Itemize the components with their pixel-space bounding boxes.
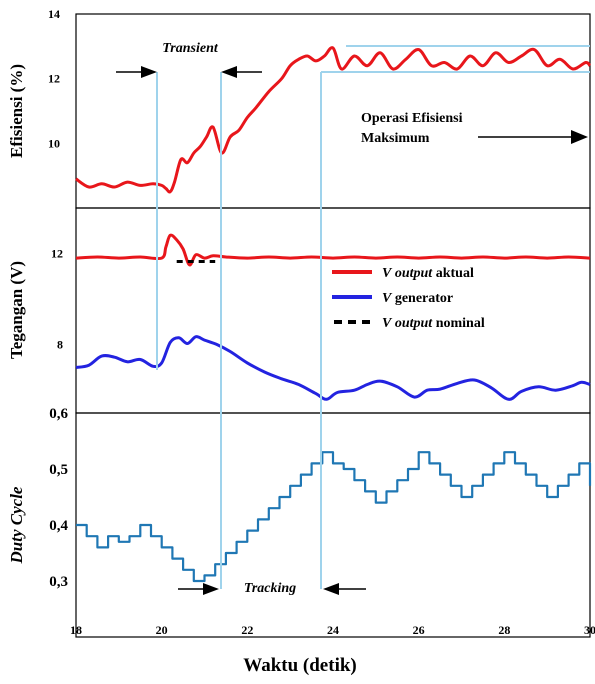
ytick-duty: 0,3 [49,574,68,590]
ytick-duty: 0,6 [49,406,68,422]
arrowhead-transient-right [221,66,237,78]
ytick-efisiensi: 12 [48,72,60,86]
marker-lines [156,45,590,589]
arrowhead-tracking-right [323,583,339,595]
xtick: 18 [70,623,82,637]
duty-cycle-series [76,451,592,583]
legend: V output aktual V generator V output nom… [332,266,485,331]
xtick: 28 [498,623,510,637]
series-line-1-1 [75,335,591,401]
ytick-duty: 0,4 [49,518,68,534]
series-line-1-0 [75,233,591,267]
xtick: 24 [327,623,339,637]
ylabel-tegangan: Tegangan (V) [7,261,26,359]
tick-labels: 10 12 14 8 12 0,3 0,4 0,5 0,6 18 20 22 24 26 28 30 [48,7,595,637]
annotation-transient: Transient [162,41,219,56]
legend-label-generator: V generator [382,291,453,306]
series-line-2-0 [76,451,592,583]
ytick-duty: 0,5 [49,462,68,478]
arrowhead-tracking-left [203,583,219,595]
xtick: 30 [584,623,595,637]
ylabel-efisiensi: Efisiensi (%) [7,64,26,158]
panel-duty-frame [75,412,591,638]
series-line-0-0 [75,46,592,194]
xtick: 20 [156,623,168,637]
xlabel-waktu: Waktu (detik) [243,655,357,676]
annotation-tracking: Tracking [244,581,296,596]
xtick: 22 [241,623,253,637]
arrowhead-operasi [571,130,588,144]
legend-label-aktual: V output aktual [382,266,474,281]
annotation-operasi-line1: Operasi Efisiensi [361,111,463,126]
ylabel-duty-cycle: Duty Cycle [7,486,26,564]
tegangan-series [75,233,591,401]
ytick-tegangan: 12 [51,247,63,261]
panel-tegangan-frame [75,207,591,414]
xtick: 26 [413,623,425,637]
arrowhead-transient-left [141,66,157,78]
efisiensi-series [75,46,592,194]
panel-efisiensi-frame [75,13,591,209]
annotation-operasi-line2: Maksimum [361,131,430,146]
ytick-tegangan: 8 [57,338,63,352]
ytick-efisiensi: 10 [48,136,60,150]
ytick-efisiensi: 14 [48,7,60,21]
legend-label-nominal: V output nominal [382,316,485,331]
